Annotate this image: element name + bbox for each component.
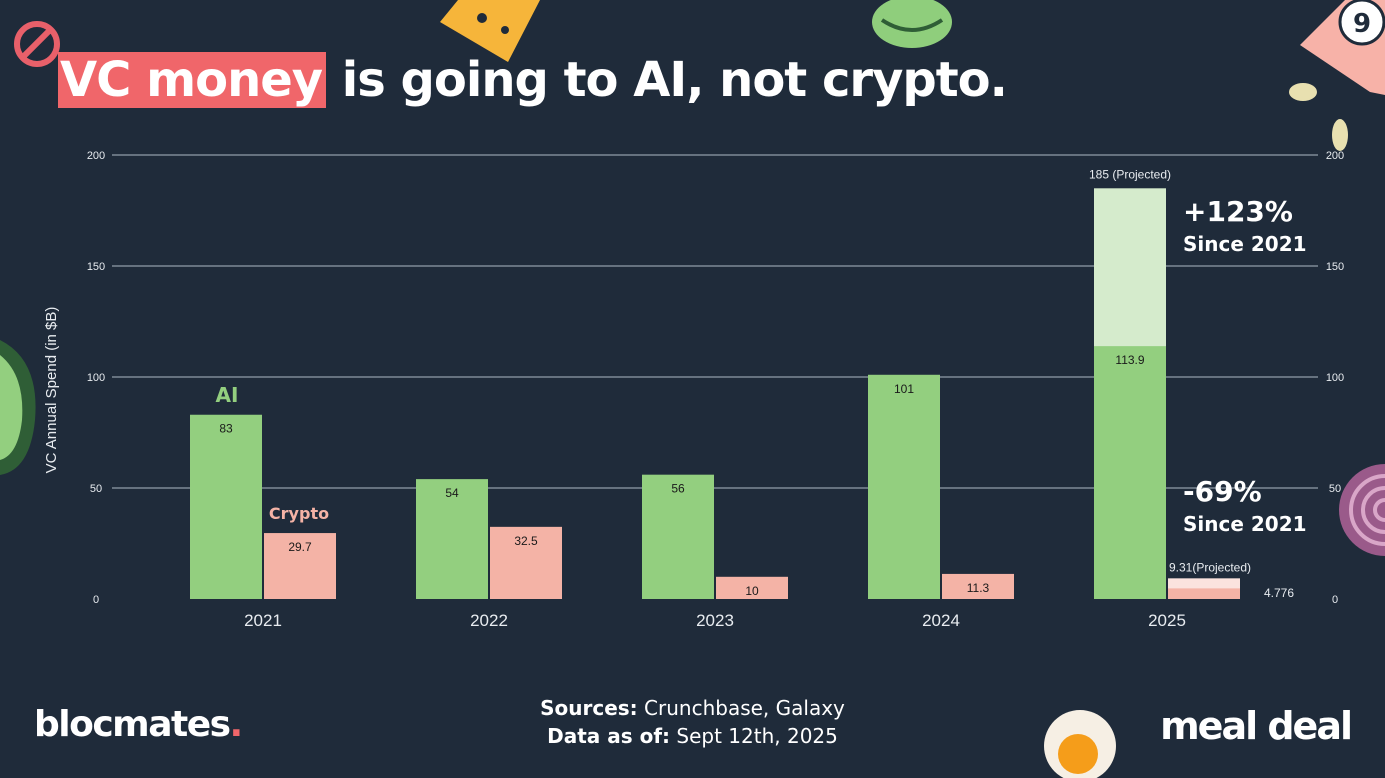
bar-crypto [490, 526, 562, 599]
bar-ai [1094, 346, 1166, 599]
legend-crypto: Crypto [269, 504, 329, 523]
y-tick-label-right: 150 [1326, 261, 1344, 273]
annotation-crypto-change: -69% [1183, 475, 1262, 508]
sources-label: Sources: [540, 696, 638, 720]
x-tick-label: 2025 [1148, 611, 1186, 630]
blocmates-logo-text: blocmates [34, 704, 231, 745]
bar-crypto [264, 533, 336, 599]
data-label-ai: 101 [894, 382, 914, 396]
cheese-icon [440, 0, 540, 62]
x-tick-label: 2024 [922, 611, 960, 630]
data-label-ai: 54 [445, 486, 459, 500]
meal-deal-logo: meal deal [1160, 704, 1353, 748]
data-label-crypto: 4.776 [1264, 586, 1294, 600]
annotation-crypto-since: Since 2021 [1183, 512, 1307, 536]
y-tick-label-left: 200 [87, 150, 105, 162]
egg-icon [1044, 710, 1116, 778]
y-tick-label-right: 0 [1332, 594, 1338, 606]
y-tick-label-right: 200 [1326, 150, 1344, 162]
title-rest: is going to AI, not crypto. [326, 52, 1008, 108]
y-axis-label: VC Annual Spend (in $B) [43, 307, 60, 474]
bar-ai [868, 374, 940, 599]
cucumber-icon [0, 340, 36, 475]
lottery-ticket-icon: 9 [1289, 0, 1385, 151]
data-label-crypto: 10 [745, 584, 759, 598]
y-tick-label-left: 0 [93, 594, 99, 606]
bar-crypto [1168, 588, 1240, 599]
blocmates-logo: blocmates. [34, 704, 244, 745]
data-label-crypto-projected: 9.31(Projected) [1169, 560, 1251, 574]
data-label-ai-projected: 185 (Projected) [1089, 167, 1171, 181]
y-tick-label-left: 50 [90, 483, 102, 495]
bar-ai [642, 474, 714, 599]
annotation-ai-since: Since 2021 [1183, 232, 1307, 256]
sources-value: Crunchbase, Galaxy [637, 696, 845, 720]
blocmates-logo-dot: . [229, 704, 244, 745]
data-label-crypto: 29.7 [288, 540, 312, 554]
onion-icon [1339, 464, 1385, 556]
svg-text:9: 9 [1353, 9, 1371, 39]
footer-sources: Sources: Crunchbase, Galaxy Data as of: … [0, 694, 1385, 750]
legend-ai: AI [216, 383, 239, 407]
y-tick-label-right: 50 [1329, 483, 1341, 495]
bar-crypto [716, 576, 788, 599]
bar-ai [416, 479, 488, 599]
date-label: Data as of: [547, 724, 671, 748]
pill-icon [14, 21, 60, 67]
data-label-crypto: 32.5 [514, 534, 538, 548]
x-tick-label: 2021 [244, 611, 282, 630]
data-label-ai: 113.9 [1115, 353, 1144, 367]
bar-crypto [942, 573, 1014, 599]
data-label-crypto: 11.3 [967, 581, 990, 595]
x-tick-label: 2022 [470, 611, 508, 630]
bars: 83 29.7 54 32.5 56 10 101 11.3 185 (Projected) 9.… [190, 167, 1294, 600]
lettuce-icon [872, 0, 952, 48]
y-tick-label-right: 100 [1326, 372, 1344, 384]
title-highlight: VC money [58, 52, 327, 108]
data-label-ai: 83 [219, 422, 233, 436]
date-value: Sept 12th, 2025 [670, 724, 838, 748]
x-tick-label: 2023 [696, 611, 734, 630]
bar-ai [190, 414, 262, 599]
grid-lines: 0 0 50 50 100 100 150 150 200 200 2021 2022 2023 2024… [87, 150, 1344, 630]
page-title: VC money is going to AI, not crypto. [58, 48, 1008, 112]
annotation-ai-change: +123% [1183, 195, 1293, 228]
y-tick-label-left: 150 [87, 261, 105, 273]
y-tick-label-left: 100 [87, 372, 105, 384]
data-label-ai: 56 [671, 482, 685, 496]
